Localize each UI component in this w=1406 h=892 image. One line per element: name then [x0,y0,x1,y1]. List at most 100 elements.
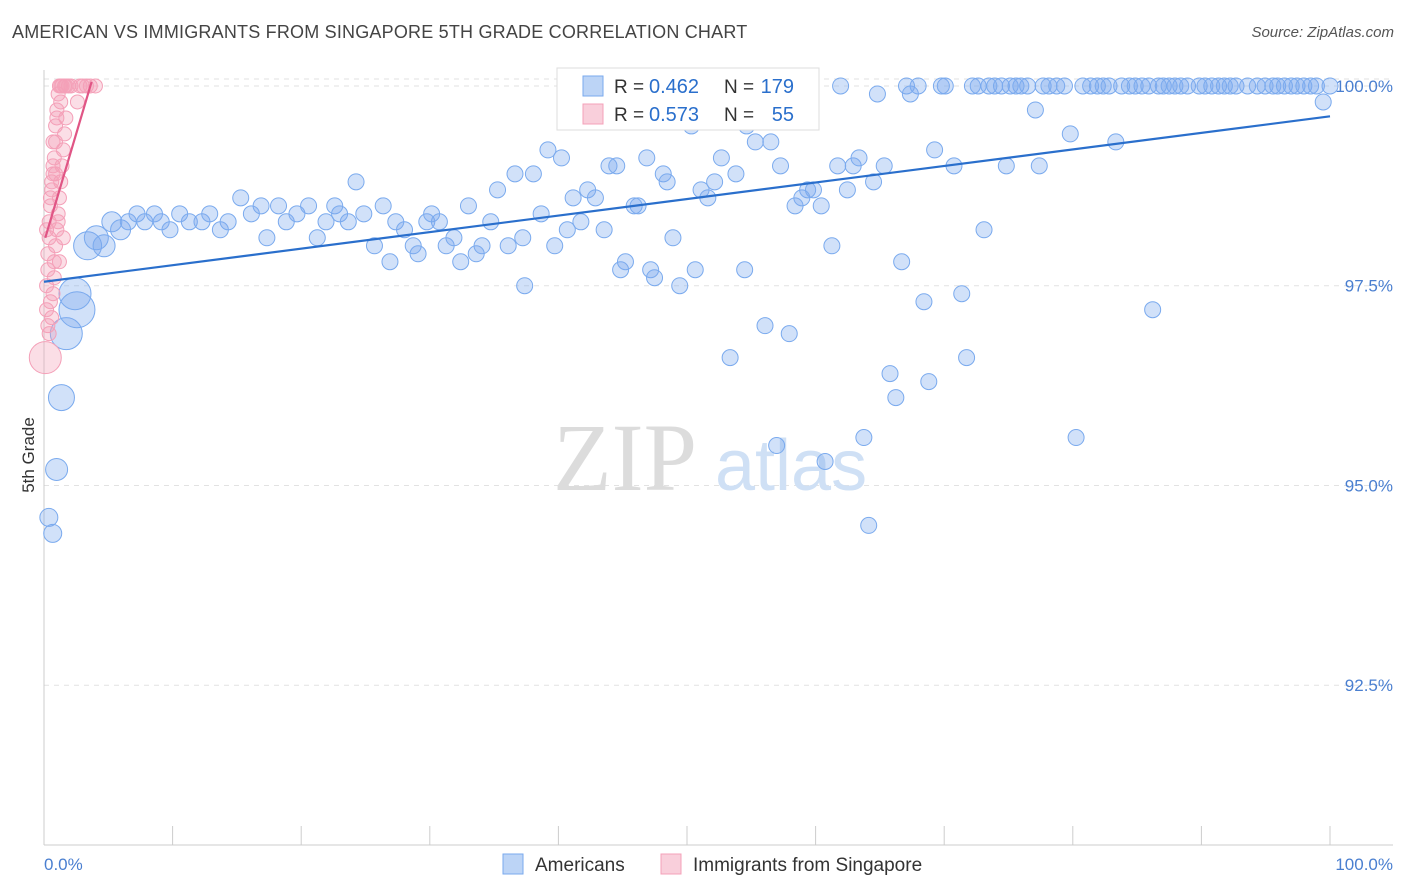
y-tick-label: 100.0% [1335,77,1393,96]
legend-label: Immigrants from Singapore [693,855,922,876]
americans-point [686,261,704,279]
americans-point [832,77,850,95]
singapore-point [48,238,64,254]
source-label: Source: ZipAtlas.com [1251,24,1394,41]
americans-point [1061,125,1079,143]
americans-point [1026,101,1044,119]
americans-point [646,269,664,287]
americans-point [572,213,590,231]
americans-point [539,141,557,159]
x-tick-label: 100.0% [1335,855,1393,874]
singapore-point [39,302,55,318]
americans-point [816,452,834,470]
americans-point [915,293,933,311]
americans-point [101,211,123,233]
americans-point [232,189,250,207]
americans-point [514,229,532,247]
singapore-points [28,78,103,375]
americans-point [780,325,798,343]
y-tick-labels: 92.5% 95.0% 97.5% 100.0% [1335,77,1393,695]
americans-point [339,213,357,231]
singapore-point [45,286,61,302]
americans-point [772,157,790,175]
americans-point [1210,77,1228,95]
grid-lines [44,78,1393,686]
americans-point [326,197,344,215]
bottom-legend: Americans Immigrants from Singapore [502,853,922,876]
americans-point [1055,77,1073,95]
chart-title: AMERICAN VS IMMIGRANTS FROM SINGAPORE 5T… [12,22,748,42]
singapore-point [53,94,69,110]
americans-point [459,197,477,215]
americans-point [355,205,373,223]
stats-r-label: R = [614,77,644,98]
americans-point [1307,77,1325,95]
americans-point [365,237,383,255]
singapore-point [50,206,66,222]
x-tick-labels: 0.0% 100.0% [44,855,1393,874]
y-tick-label: 92.5% [1345,676,1393,695]
singapore-point [40,246,56,262]
americans-point [865,173,883,191]
singapore-point [46,254,62,270]
americans-point [1275,77,1293,95]
americans-point [374,197,392,215]
americans-point [564,189,582,207]
americans-point [1100,77,1118,95]
americans-point [49,317,83,351]
americans-point [1196,77,1214,95]
singapore-point [51,254,67,270]
americans-point [936,77,954,95]
stats-swatch [582,75,604,97]
y-axis-label: 5th Grade [19,417,38,493]
americans-point [288,205,306,223]
americans-point [489,181,507,199]
americans-point [721,349,739,367]
americans-point [524,165,542,183]
stats-legend: R = 0.462 N = 179 R = 0.573 N = 55 [556,67,820,131]
americans-point [893,253,911,271]
americans-point [642,261,660,279]
americans-point [868,85,886,103]
americans-point [860,516,878,534]
legend-label: Americans [535,855,625,876]
americans-point [1288,77,1306,95]
americans-point [823,237,841,255]
singapore-trend-line [44,81,93,239]
americans-point [404,237,422,255]
americans-point [516,277,534,295]
singapore-point [69,94,85,110]
legend-swatch [660,853,682,875]
americans-point [1295,77,1313,95]
americans-point [473,237,491,255]
americans-point [201,205,219,223]
americans-point [1264,77,1282,95]
americans-point [736,261,754,279]
americans-point [658,173,676,191]
x-tick-label: 0.0% [44,855,83,874]
americans-point [654,165,672,183]
americans-point [1314,93,1332,111]
americans-point [799,181,817,199]
americans-point [975,221,993,239]
americans-point [161,221,179,239]
americans-point [958,349,976,367]
americans-point [1302,77,1320,95]
americans-point [300,197,318,215]
americans-point [756,317,774,335]
americans-point [671,277,689,295]
trend-lines [43,81,1331,283]
stats-n-value: 179 [761,76,794,98]
americans-point [1172,77,1190,95]
americans-point [608,157,626,175]
legend-swatch [502,853,524,875]
americans-point [1120,77,1138,95]
singapore-point [46,270,62,286]
americans-point [997,157,1015,175]
americans-point [953,285,971,303]
americans-point [445,229,463,247]
americans-point [1160,77,1178,95]
americans-point [881,365,899,383]
americans-point [1154,77,1172,95]
